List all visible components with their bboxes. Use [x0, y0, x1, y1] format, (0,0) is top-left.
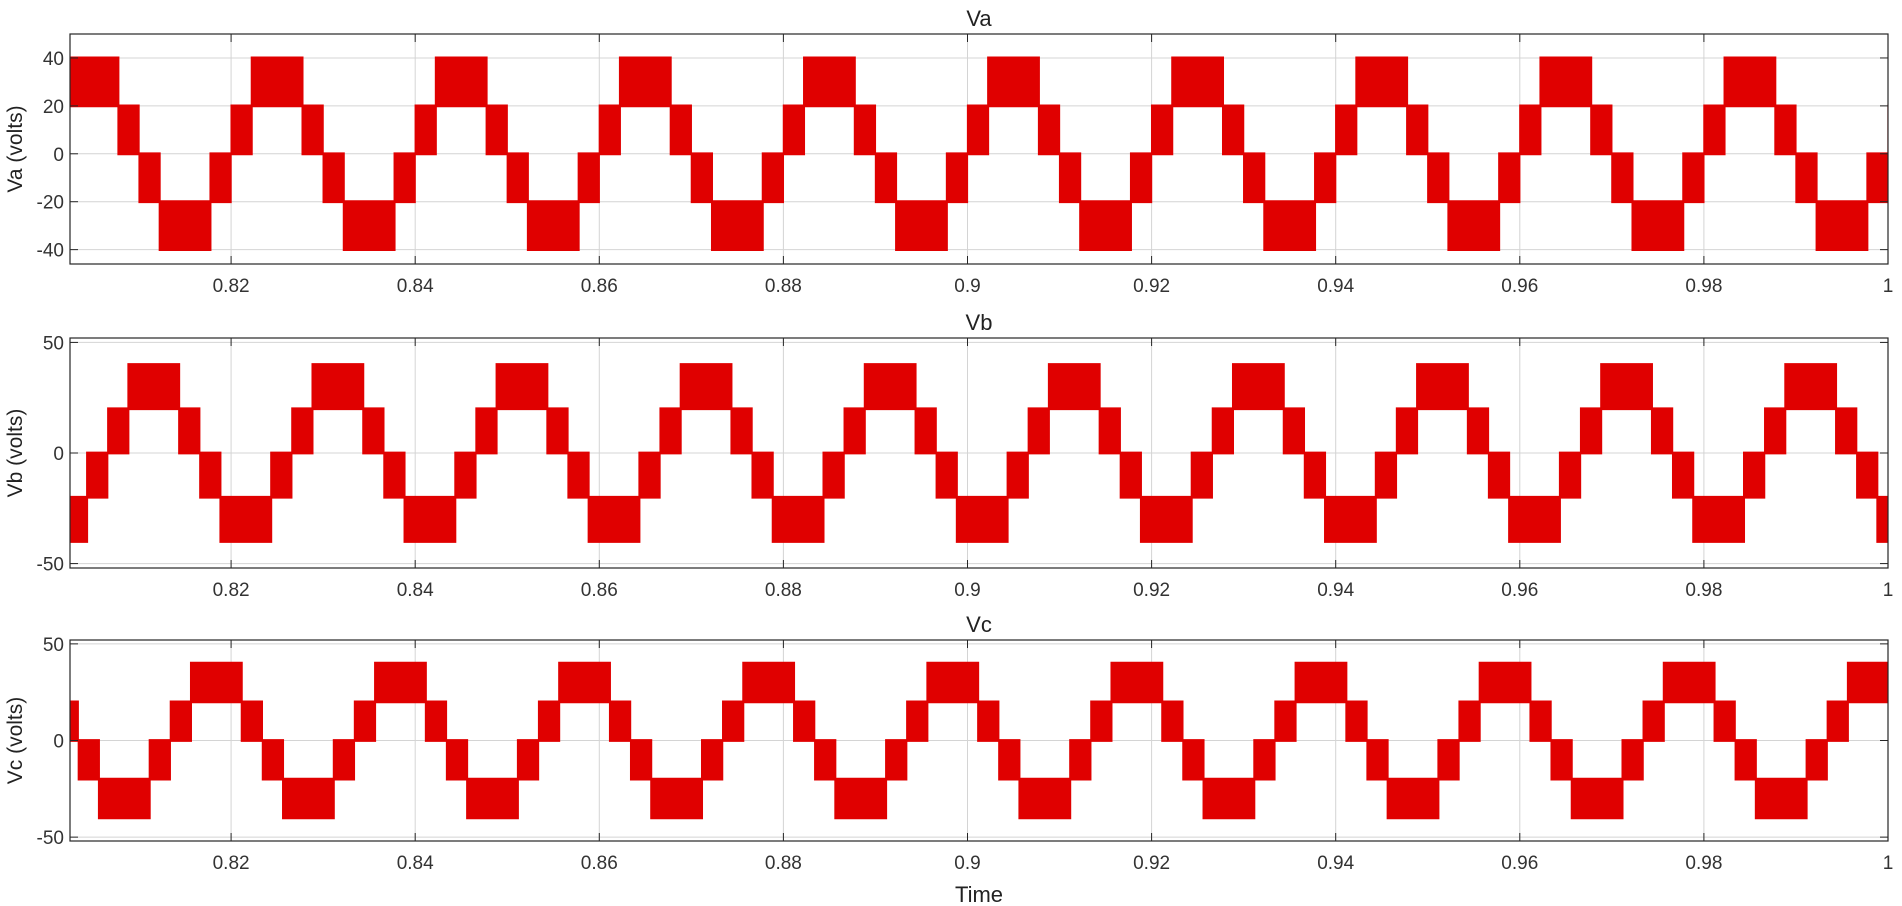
x-tick-label: 0.9: [954, 276, 980, 297]
y-tick-label: 20: [43, 97, 64, 118]
x-tick-label: 1: [1883, 580, 1894, 601]
x-tick-label: 0.92: [1133, 580, 1170, 601]
y-tick-label: 0: [53, 444, 64, 465]
x-tick-label: 0.86: [581, 580, 618, 601]
x-tick-label: 0.84: [397, 276, 434, 297]
y-tick-label: 0: [53, 732, 64, 753]
y-tick-label: -40: [37, 241, 64, 262]
x-tick-label: 0.9: [954, 853, 980, 874]
x-tick-label: 0.86: [581, 853, 618, 874]
y-axis-label: Va (volts): [4, 105, 27, 192]
x-axis-label: Time: [955, 882, 1003, 906]
x-tick-label: 0.98: [1685, 580, 1722, 601]
chart-title: Vc: [966, 612, 992, 637]
x-tick-label: 0.9: [954, 580, 980, 601]
x-tick-label: 1: [1883, 853, 1894, 874]
panel-Vc: 0.82 0.84 0.86 0.88 0.9 0.92 0.94 0.96 0.98 1 -50 0…: [4, 612, 1893, 906]
y-tick-label: 40: [43, 49, 64, 70]
series-line: [70, 661, 1888, 820]
x-tick-label: 0.88: [765, 580, 802, 601]
panel-Va: 0.82 0.84 0.86 0.88 0.9 0.92 0.94 0.96 0.98 1 -40 -…: [4, 6, 1893, 297]
x-tick-label: 0.84: [397, 853, 434, 874]
chart-title: Vb: [966, 310, 993, 335]
x-tick-label: 0.82: [213, 580, 250, 601]
y-tick-label: 50: [43, 333, 64, 354]
x-tick-label: 0.82: [213, 276, 250, 297]
x-tick-label: 0.88: [765, 276, 802, 297]
x-tick-label: 0.82: [213, 853, 250, 874]
chart-title: Va: [966, 6, 992, 31]
x-tick-label: 1: [1883, 276, 1894, 297]
x-tick-label: 0.84: [397, 580, 434, 601]
x-tick-label: 0.96: [1501, 276, 1538, 297]
series-line: [70, 363, 1888, 543]
y-tick-label: -50: [37, 828, 64, 849]
y-tick-label: -20: [37, 193, 64, 214]
x-tick-label: 0.92: [1133, 276, 1170, 297]
y-axis-label: Vb (volts): [4, 409, 27, 498]
x-tick-label: 0.94: [1317, 853, 1354, 874]
y-tick-label: 50: [43, 635, 64, 656]
x-tick-label: 0.88: [765, 853, 802, 874]
y-axis-label: Vc (volts): [4, 697, 27, 785]
x-tick-label: 0.98: [1685, 853, 1722, 874]
axes-box: [69, 33, 1889, 265]
y-tick-label: 0: [53, 145, 64, 166]
series-line: [70, 56, 1888, 252]
x-tick-label: 0.94: [1317, 580, 1354, 601]
x-tick-label: 0.92: [1133, 853, 1170, 874]
x-tick-label: 0.98: [1685, 276, 1722, 297]
x-tick-label: 0.94: [1317, 276, 1354, 297]
panel-Vb: 0.82 0.84 0.86 0.88 0.9 0.92 0.94 0.96 0.98 1 -50 0…: [4, 310, 1893, 601]
x-tick-label: 0.96: [1501, 853, 1538, 874]
x-tick-label: 0.86: [581, 276, 618, 297]
y-tick-label: -50: [37, 555, 64, 576]
x-tick-label: 0.96: [1501, 580, 1538, 601]
